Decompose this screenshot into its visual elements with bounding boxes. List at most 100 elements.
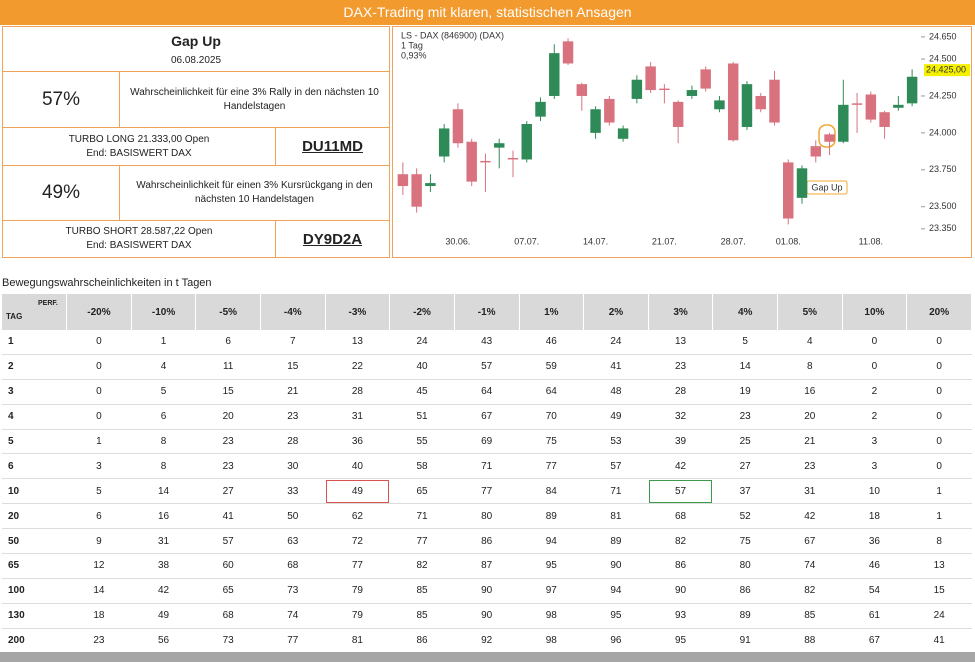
table-cell: 91 [712, 628, 778, 654]
table-cell: 41 [195, 503, 261, 530]
x-tick-label: 01.08. [776, 236, 801, 246]
table-cell: 86 [712, 578, 778, 604]
table-cell: 95 [648, 628, 713, 654]
table-row: 2 0 4 11 15 22 40 57 59 41 23 14 8 0 0 [2, 354, 972, 380]
row-label: 130 [2, 603, 67, 629]
candle-body [590, 109, 601, 133]
candle-body [425, 183, 436, 187]
x-tick-label: 11.08. [859, 236, 883, 246]
table-cell: 49 [583, 404, 649, 430]
table-cell: 6 [195, 330, 261, 355]
corner-cell: TAG PERF. [2, 294, 68, 330]
row-label: 200 [2, 628, 67, 654]
y-tick-label: 23.350 [929, 223, 957, 233]
x-tick-label: 07.07. [514, 236, 539, 246]
row-label: 65 [2, 553, 67, 579]
short-code[interactable]: DY9D2A [275, 220, 390, 258]
table-cell: 0 [66, 379, 132, 405]
table-cell: 46 [842, 553, 907, 579]
table-cell: 0 [66, 330, 132, 355]
y-tick-label: 24.650 [929, 31, 957, 41]
candle-body [769, 79, 780, 123]
table-cell: 0 [66, 404, 132, 430]
table-cell: 24 [389, 330, 455, 355]
table-cell: 67 [454, 404, 519, 430]
candle-body [741, 84, 753, 127]
short-text: Wahrscheinlichkeit für einen 3% Kursrück… [119, 165, 390, 221]
table-cell: 0 [906, 453, 972, 480]
table-cell: 95 [519, 553, 584, 579]
long-product: TURBO LONG 21.333,00 Open End: BASISWERT… [2, 127, 276, 166]
table-cell: 12 [66, 553, 132, 579]
table-cell: 77 [454, 478, 519, 505]
candle-body [714, 100, 725, 110]
table-cell: 52 [712, 503, 778, 530]
table-cell: 36 [325, 429, 390, 455]
table-cell: 68 [260, 553, 326, 579]
table-cell: 46 [519, 330, 584, 355]
table-cell: 73 [260, 578, 326, 604]
column-label: 4% [712, 294, 778, 330]
table-cell: 98 [519, 603, 584, 629]
column-label: 5% [777, 294, 843, 330]
table-cell: 28 [648, 379, 713, 405]
table-cell: 15 [260, 354, 326, 380]
table-cell: 90 [454, 578, 519, 604]
table-cell: 27 [712, 453, 778, 480]
gap-highlight [818, 124, 836, 148]
y-tick-label: 23.750 [929, 164, 957, 174]
long-code[interactable]: DU11MD [275, 127, 390, 166]
table-cell: 85 [389, 603, 455, 629]
table-cell: 79 [325, 603, 390, 629]
table-cell: 59 [519, 354, 584, 380]
table-cell: 23 [66, 628, 132, 654]
candle-body [810, 146, 822, 157]
table-row: 50 9 31 57 63 72 77 86 94 89 82 75 67 36 8 [2, 528, 972, 555]
table-cell: 6 [131, 404, 196, 430]
table-cell: 89 [583, 528, 649, 555]
table-cell: 64 [454, 379, 519, 405]
table-cell: 5 [131, 379, 196, 405]
table-cell: 98 [519, 628, 584, 654]
candle-body [397, 174, 409, 187]
candlestick-chart: LS - DAX (846900) (DAX) 1 Tag 0,93% Gap … [392, 26, 972, 258]
row-label: 10 [2, 478, 67, 505]
candle-body [659, 88, 670, 91]
table-cell: 0 [66, 354, 132, 380]
table-cell: 16 [777, 379, 843, 405]
candle-body [604, 98, 615, 123]
table-cell: 77 [325, 553, 390, 579]
candle-body [893, 104, 904, 108]
table-cell: 81 [325, 628, 390, 654]
y-tick-label: 24.250 [929, 90, 957, 100]
table-cell: 30 [260, 453, 326, 480]
candle-body [838, 104, 849, 142]
table-cell: 57 [648, 478, 713, 505]
table-cell: 4 [777, 330, 843, 355]
table-row: 65 12 38 60 68 77 82 87 95 90 86 80 74 46 13 [2, 553, 972, 579]
table-cell: 0 [906, 429, 972, 455]
signal-title: Gap Up [171, 32, 221, 49]
table-cell: 27 [195, 478, 261, 505]
table-cell: 5 [66, 478, 132, 505]
table-cell: 72 [325, 528, 390, 555]
candle-body [452, 109, 464, 144]
last-price-box [924, 64, 970, 77]
table-cell: 96 [583, 628, 649, 654]
table-cell: 33 [260, 478, 326, 505]
candle-body [783, 162, 794, 219]
table-cell: 60 [195, 553, 261, 579]
table-cell: 23 [195, 429, 261, 455]
table-cell: 15 [906, 578, 972, 604]
table-cell: 2 [842, 404, 907, 430]
table-cell: 82 [648, 528, 713, 555]
table-cell: 8 [131, 429, 196, 455]
table-cell: 8 [777, 354, 843, 380]
probability-table: TAG PERF. -20% -10% -5% -4% -3% -2% -1% 1% 2% 3% 4… [2, 294, 972, 654]
table-cell: 77 [519, 453, 584, 480]
table-cell: 94 [519, 528, 584, 555]
table-cell: 87 [454, 553, 519, 579]
table-cell: 81 [583, 503, 649, 530]
candle-body [507, 157, 519, 160]
candle-body [645, 66, 656, 91]
